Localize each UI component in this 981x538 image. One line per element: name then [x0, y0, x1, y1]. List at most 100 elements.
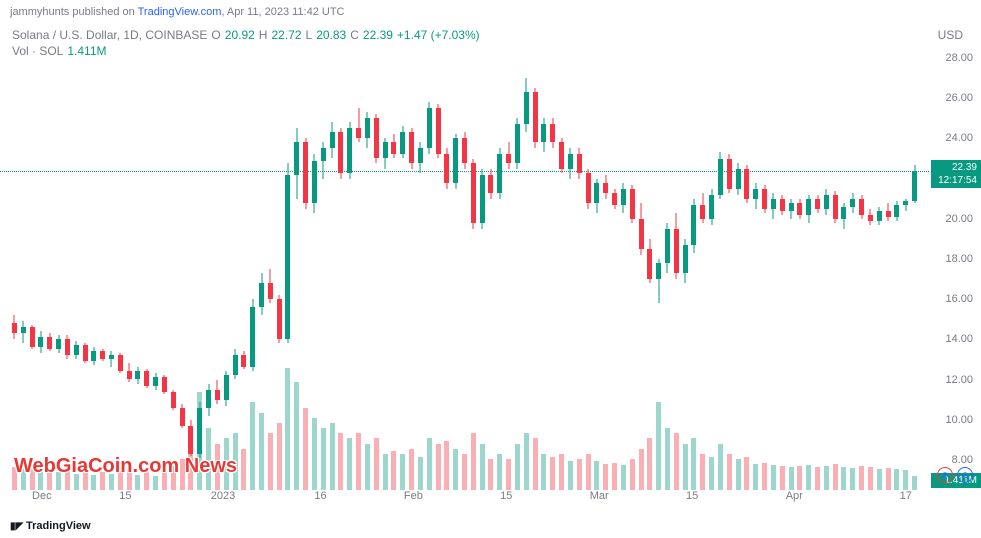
- volume-bar: [471, 433, 476, 490]
- volume-bar: [444, 441, 449, 491]
- time-tick: 16: [314, 490, 326, 502]
- volume-bar: [841, 467, 846, 490]
- volume-bar: [294, 382, 299, 490]
- volume-bar: [321, 428, 326, 490]
- time-tick: Mar: [590, 490, 609, 502]
- time-tick: 15: [119, 490, 131, 502]
- volume-bar: [912, 476, 917, 490]
- currency-label: USD: [938, 28, 963, 42]
- volume-bar: [753, 464, 758, 490]
- volume-bar: [886, 468, 891, 490]
- volume-bar: [568, 461, 573, 490]
- volume-bar: [347, 438, 352, 490]
- volume-bar: [277, 423, 282, 490]
- volume-bar: [780, 466, 785, 490]
- volume-bar: [744, 457, 749, 490]
- volume-bar: [453, 449, 458, 490]
- volume-bar: [824, 466, 829, 490]
- volume-bar: [427, 438, 432, 490]
- time-tick: Feb: [404, 490, 423, 502]
- volume-bar: [709, 457, 714, 490]
- publish-header: jammyhunts published on TradingView.com,…: [0, 0, 981, 24]
- volume-bar: [418, 457, 423, 490]
- volume-bar: [621, 465, 626, 490]
- volume-bar: [639, 449, 644, 490]
- volume-bar: [480, 444, 485, 490]
- volume-bar: [506, 459, 511, 490]
- volume-bar: [683, 444, 688, 490]
- ohlc-low: 20.83: [316, 28, 346, 42]
- volume-bar: [436, 444, 441, 490]
- time-tick: 17: [900, 490, 912, 502]
- volume-bar: [374, 438, 379, 490]
- time-tick: 15: [500, 490, 512, 502]
- volume-bar: [833, 464, 838, 490]
- time-tick: Apr: [786, 490, 803, 502]
- volume-bar: [400, 454, 405, 490]
- volume-bar: [603, 464, 608, 490]
- volume-bar: [462, 454, 467, 490]
- volume-bar: [559, 454, 564, 490]
- time-tick: 2023: [211, 490, 235, 502]
- publisher: jammyhunts: [10, 6, 69, 18]
- volume-bar: [365, 444, 370, 490]
- chart-legend: Solana / U.S. Dollar, 1D, COINBASE O20.9…: [12, 28, 480, 60]
- volume-bar: [718, 444, 723, 490]
- indicator-icon[interactable]: ⊕: [937, 467, 953, 483]
- price-tick: 14.00: [945, 333, 973, 345]
- volume-bar: [285, 368, 290, 490]
- volume-bar: [797, 466, 802, 490]
- price-tick: 12.00: [945, 374, 973, 386]
- time-tick: 15: [686, 490, 698, 502]
- volume-bar: [771, 465, 776, 490]
- volume-bar: [594, 461, 599, 490]
- volume-bar: [903, 470, 908, 490]
- indicator-icon[interactable]: ⊕: [957, 467, 973, 483]
- volume-bar: [868, 467, 873, 490]
- volume-bar: [586, 454, 591, 490]
- current-price-line: [0, 171, 929, 172]
- volume-bar: [850, 468, 855, 490]
- site-link[interactable]: TradingView.com: [138, 6, 222, 18]
- volume-bar: [356, 433, 361, 490]
- price-tick: 8.00: [952, 454, 973, 466]
- volume-bar: [541, 454, 546, 490]
- ohlc-open: 20.92: [225, 28, 255, 42]
- volume-bar: [488, 459, 493, 490]
- volume-bar: [656, 402, 661, 490]
- tradingview-logo: TradingView: [10, 520, 91, 532]
- volume-bar: [859, 466, 864, 490]
- volume-bar: [312, 418, 317, 490]
- volume-bar: [894, 469, 899, 490]
- volume-bar: [877, 469, 882, 490]
- ohlc-change: +1.47 (+7.03%): [397, 28, 480, 42]
- volume-bar: [815, 467, 820, 490]
- volume-bar: [736, 459, 741, 490]
- volume-bar: [612, 463, 617, 490]
- price-tick: 18.00: [945, 253, 973, 265]
- volume-bar: [391, 451, 396, 490]
- volume-bar: [524, 433, 529, 490]
- volume-bar: [630, 459, 635, 490]
- volume-bar: [700, 454, 705, 490]
- current-price-label: 22.3912:17:54: [931, 160, 981, 188]
- volume-bar: [383, 454, 388, 490]
- price-tick: 24.00: [945, 132, 973, 144]
- ohlc-high: 22.72: [271, 28, 301, 42]
- volume-bar: [330, 423, 335, 490]
- candlestick-chart[interactable]: [0, 48, 929, 490]
- volume-bar: [727, 454, 732, 490]
- price-tick: 26.00: [945, 92, 973, 104]
- volume-bar: [259, 413, 264, 490]
- volume-bar: [303, 408, 308, 491]
- ohlc-close: 22.39: [363, 28, 393, 42]
- volume-bar: [762, 463, 767, 490]
- time-axis[interactable]: Dec 15 2023 16 Feb 15 Mar 15 Apr 17: [0, 490, 929, 510]
- volume-bar: [241, 449, 246, 490]
- price-tick: 28.00: [945, 52, 973, 64]
- price-tick: 10.00: [945, 414, 973, 426]
- volume-bar: [789, 467, 794, 490]
- time-tick: Dec: [32, 490, 52, 502]
- volume-bar: [515, 444, 520, 490]
- price-axis[interactable]: 28.0026.0024.0022.0020.0018.0016.0014.00…: [929, 48, 981, 490]
